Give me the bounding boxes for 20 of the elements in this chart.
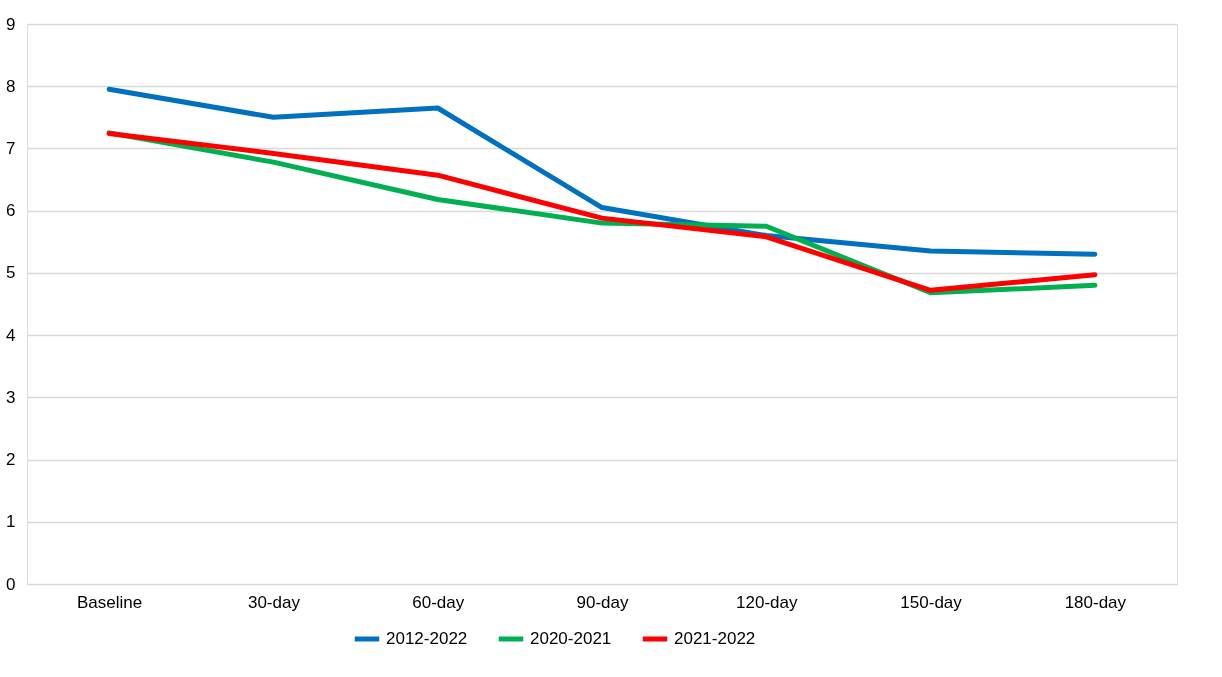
x-tick-label: 120-day — [736, 592, 798, 612]
legend-label: 2012-2022 — [386, 629, 468, 648]
y-tick-label: 3 — [6, 387, 16, 407]
x-tick-label: 150-day — [900, 592, 963, 612]
x-tick-label: 30-day — [247, 592, 301, 612]
y-tick-label: 1 — [6, 512, 16, 532]
y-tick-label: 0 — [6, 574, 16, 594]
x-tick-label: 60-day — [412, 592, 465, 612]
legend-label: 2020-2021 — [530, 629, 612, 648]
y-tick-label: 2 — [6, 450, 16, 470]
y-tick-label: 6 — [6, 201, 16, 221]
x-tick-label: 90-day — [576, 592, 629, 612]
y-tick-label: 5 — [6, 263, 16, 283]
y-tick-label: 7 — [6, 138, 16, 158]
x-tick-label: Baseline — [77, 592, 143, 612]
legend-label: 2021-2022 — [674, 629, 756, 648]
x-tick-label: 180-day — [1064, 592, 1127, 612]
y-tick-label: 9 — [6, 14, 16, 34]
y-tick-label: 4 — [6, 325, 16, 345]
y-tick-label: 8 — [6, 76, 16, 96]
